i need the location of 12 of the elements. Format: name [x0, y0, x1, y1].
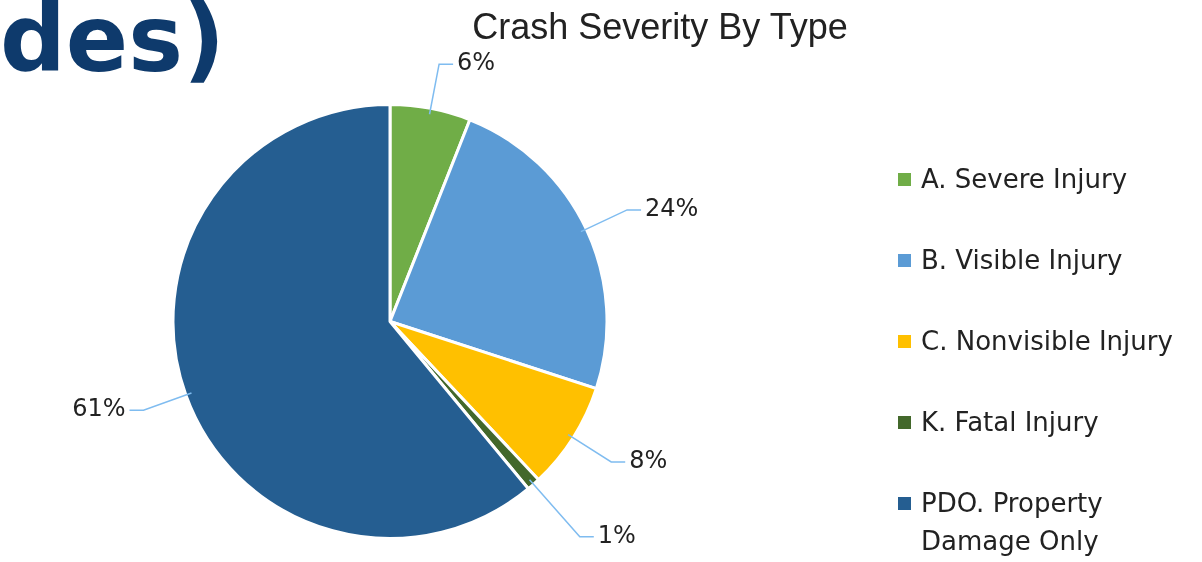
data-label: 6% — [457, 48, 496, 77]
legend-label: C. Nonvisible Injury — [921, 325, 1173, 358]
legend-label: K. Fatal Injury — [921, 406, 1099, 439]
data-label: 61% — [72, 394, 126, 423]
chart-title: Crash Severity By Type — [471, 6, 849, 48]
legend-label: B. Visible Injury — [921, 244, 1123, 277]
legend-label: A. Severe Injury — [921, 163, 1128, 196]
data-label: 8% — [629, 446, 668, 475]
data-label: 24% — [645, 194, 699, 223]
data-label: 1% — [597, 521, 636, 550]
legend-label: PDO. Property Damage Only — [921, 487, 1104, 558]
text: des) — [0, 0, 226, 93]
